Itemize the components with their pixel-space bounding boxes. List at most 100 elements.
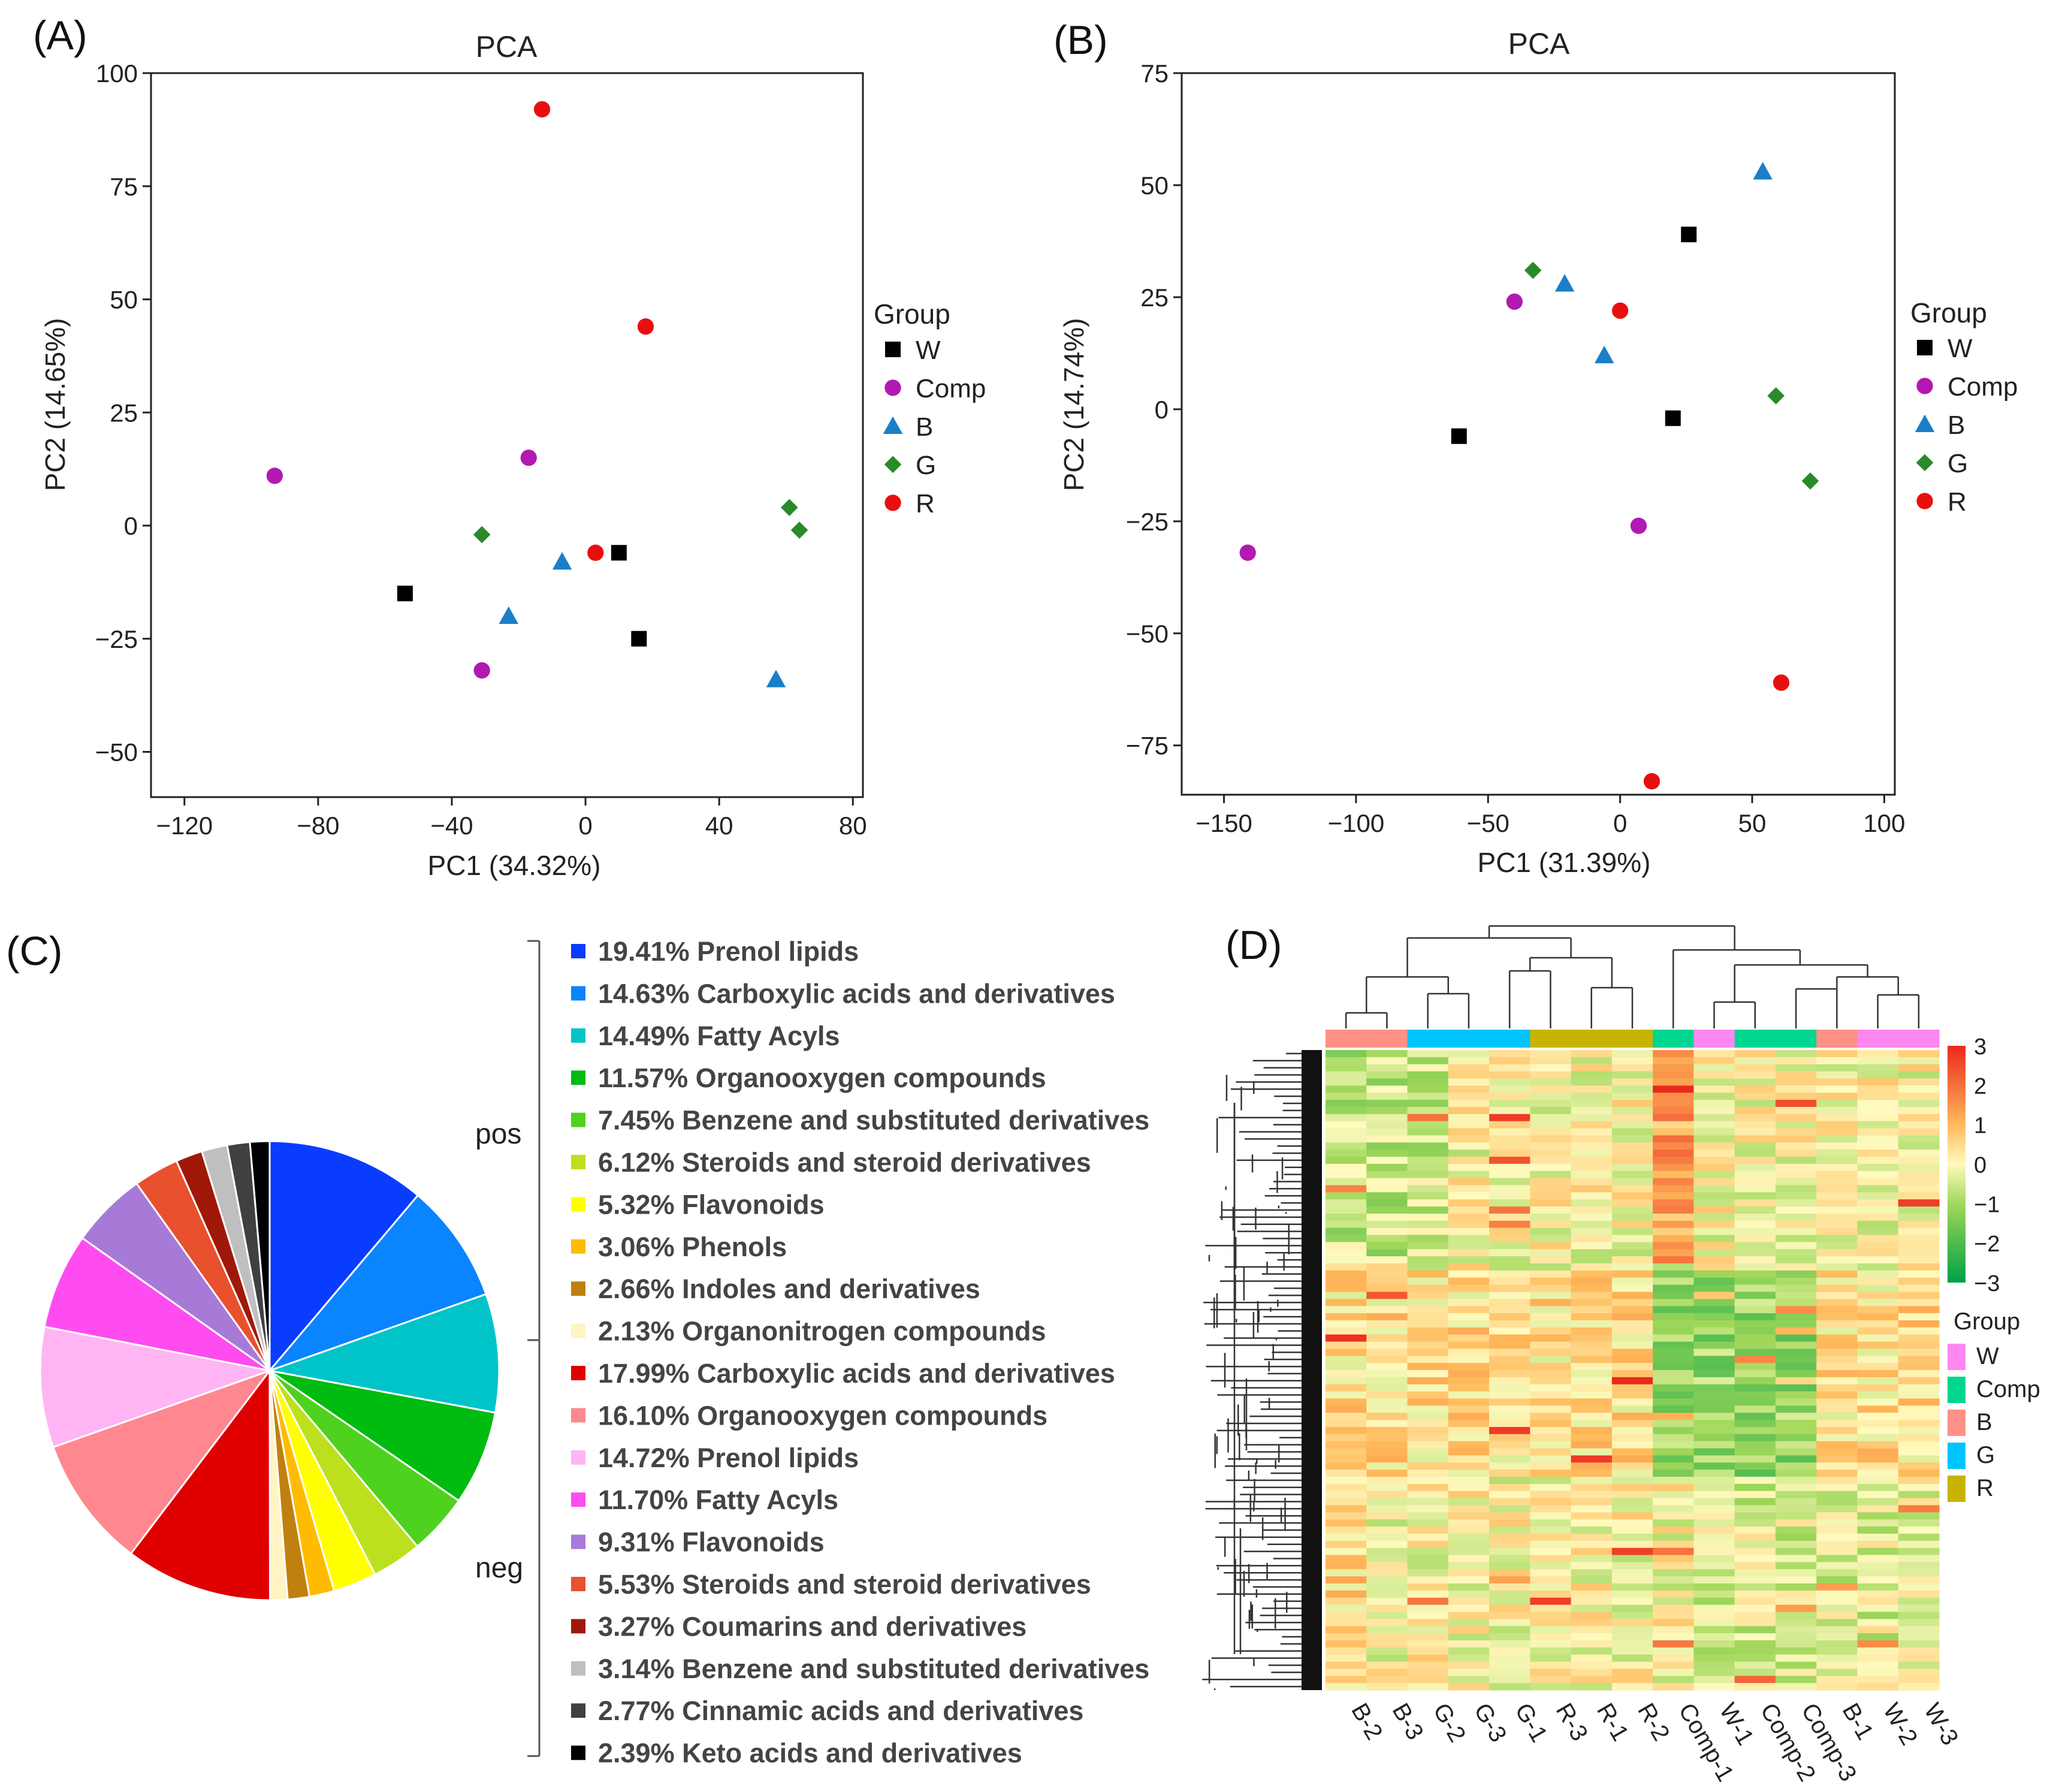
heatmap-cell bbox=[1693, 1647, 1735, 1655]
heatmap-cell bbox=[1366, 1505, 1408, 1513]
heatmap-cell bbox=[1366, 1121, 1408, 1129]
heatmap-cell bbox=[1571, 1150, 1613, 1157]
heatmap-cell bbox=[1653, 1441, 1694, 1449]
heatmap-cell bbox=[1448, 1441, 1490, 1449]
heatmap-cell bbox=[1530, 1633, 1572, 1641]
heatmap-cell bbox=[1407, 1619, 1449, 1627]
heatmap-cell bbox=[1611, 1150, 1653, 1157]
heatmap-cell bbox=[1898, 1277, 1940, 1286]
heatmap-cell bbox=[1571, 1405, 1613, 1413]
heatmap-cell bbox=[1489, 1178, 1530, 1186]
heatmap-cell bbox=[1775, 1121, 1817, 1129]
heatmap-cell bbox=[1816, 1213, 1858, 1221]
heatmap-cell bbox=[1326, 1441, 1367, 1449]
heatmap-cell bbox=[1366, 1413, 1408, 1420]
heatmap-cell bbox=[1734, 1327, 1776, 1335]
heatmap-cell bbox=[1366, 1477, 1408, 1485]
heatmap-column-label: G-2 bbox=[1428, 1699, 1471, 1747]
heatmap-cell bbox=[1366, 1313, 1408, 1321]
heatmap-cell bbox=[1571, 1277, 1613, 1286]
heatmap-cell bbox=[1857, 1590, 1899, 1598]
heatmap-cell bbox=[1571, 1157, 1613, 1165]
heatmap-cell bbox=[1407, 1150, 1449, 1157]
heatmap-cell bbox=[1898, 1292, 1940, 1299]
heatmap-cell bbox=[1407, 1597, 1449, 1606]
column-group-bar bbox=[1326, 1030, 1367, 1048]
column-group-bar bbox=[1571, 1030, 1613, 1048]
heatmap-cell bbox=[1489, 1363, 1530, 1371]
heatmap-cell bbox=[1611, 1064, 1653, 1072]
colorbar-tick-label: 0 bbox=[1974, 1153, 1986, 1178]
heatmap-cell bbox=[1693, 1085, 1735, 1093]
heatmap-cell bbox=[1530, 1178, 1572, 1186]
point-w bbox=[1681, 227, 1697, 243]
legend-key-comp bbox=[884, 379, 901, 396]
heatmap-cell bbox=[1611, 1483, 1653, 1492]
heatmap-cell bbox=[1898, 1612, 1940, 1619]
heatmap-cell bbox=[1326, 1633, 1367, 1641]
heatmap-cell bbox=[1571, 1398, 1613, 1406]
heatmap-cell bbox=[1611, 1050, 1653, 1058]
heatmap-cell bbox=[1653, 1597, 1694, 1606]
heatmap-cell bbox=[1857, 1327, 1899, 1335]
heatmap-cell bbox=[1898, 1654, 1940, 1663]
heatmap-cell bbox=[1653, 1163, 1694, 1172]
heatmap-cell bbox=[1775, 1306, 1817, 1314]
heatmap-cell bbox=[1407, 1128, 1449, 1136]
heatmap-cell bbox=[1693, 1377, 1735, 1385]
heatmap-cell bbox=[1653, 1227, 1694, 1236]
heatmap-cell bbox=[1366, 1555, 1408, 1562]
heatmap-cell bbox=[1366, 1284, 1408, 1293]
heatmap-cell bbox=[1816, 1128, 1858, 1136]
heatmap-cell bbox=[1775, 1491, 1817, 1499]
legend-label-w: W bbox=[916, 336, 941, 365]
heatmap-cell bbox=[1448, 1206, 1490, 1214]
legend-label-b: B bbox=[916, 412, 933, 442]
heatmap-cell bbox=[1489, 1057, 1530, 1065]
heatmap-cell bbox=[1448, 1448, 1490, 1456]
heatmap-cell bbox=[1816, 1583, 1858, 1591]
heatmap-cell bbox=[1653, 1576, 1694, 1584]
heatmap-cell bbox=[1734, 1263, 1776, 1271]
heatmap-cell bbox=[1693, 1064, 1735, 1072]
heatmap-legend-swatch bbox=[1948, 1443, 1966, 1469]
heatmap-cell bbox=[1816, 1597, 1858, 1606]
heatmap-cell bbox=[1407, 1505, 1449, 1513]
x-tick-label: 50 bbox=[1738, 809, 1767, 837]
point-g bbox=[1801, 472, 1819, 490]
heatmap-cell bbox=[1326, 1434, 1367, 1442]
heatmap-cell bbox=[1693, 1270, 1735, 1278]
heatmap-cell bbox=[1653, 1533, 1694, 1541]
heatmap-cell bbox=[1326, 1455, 1367, 1463]
heatmap-cell bbox=[1611, 1540, 1653, 1549]
heatmap-cell bbox=[1407, 1576, 1449, 1584]
heatmap-cell bbox=[1816, 1676, 1858, 1684]
heatmap-cell bbox=[1653, 1306, 1694, 1314]
colorbar-tick-label: −3 bbox=[1974, 1271, 2000, 1296]
heatmap-cell bbox=[1898, 1669, 1940, 1676]
heatmap-cell bbox=[1530, 1313, 1572, 1321]
heatmap-cell bbox=[1407, 1669, 1449, 1676]
heatmap-cell bbox=[1571, 1612, 1613, 1619]
heatmap-cell bbox=[1857, 1320, 1899, 1328]
heatmap-cell bbox=[1571, 1384, 1613, 1392]
heatmap-cell bbox=[1816, 1057, 1858, 1065]
y-tick-label: 0 bbox=[1155, 396, 1169, 424]
heatmap-cell bbox=[1653, 1206, 1694, 1214]
heatmap-cell bbox=[1693, 1163, 1735, 1172]
heatmap-cell bbox=[1653, 1150, 1694, 1157]
heatmap-cell bbox=[1611, 1100, 1653, 1108]
heatmap-cell bbox=[1611, 1348, 1653, 1356]
heatmap-cell bbox=[1489, 1277, 1530, 1286]
legend-label-comp: Comp bbox=[1948, 372, 2018, 402]
heatmap-cell bbox=[1693, 1420, 1735, 1428]
heatmap-cell bbox=[1366, 1398, 1408, 1406]
heatmap-cell bbox=[1366, 1064, 1408, 1072]
heatmap-cell bbox=[1653, 1498, 1694, 1506]
heatmap-cell bbox=[1326, 1057, 1367, 1065]
panel-b-label: (B) bbox=[1053, 17, 1108, 63]
heatmap-cell bbox=[1530, 1093, 1572, 1100]
heatmap-cell bbox=[1489, 1477, 1530, 1485]
heatmap-cell bbox=[1326, 1533, 1367, 1541]
heatmap-cell bbox=[1693, 1583, 1735, 1591]
